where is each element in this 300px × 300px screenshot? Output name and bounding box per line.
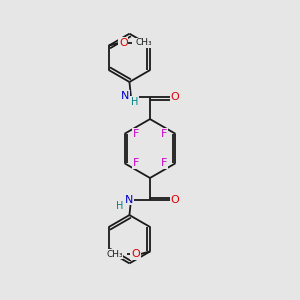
Text: H: H [116,200,123,211]
Text: N: N [121,91,129,101]
Text: O: O [119,38,128,48]
Text: CH₃: CH₃ [106,250,123,259]
Text: N: N [125,195,134,205]
Text: H: H [131,97,138,106]
Text: F: F [161,129,167,139]
Text: O: O [131,249,140,259]
Text: O: O [171,92,179,102]
Text: F: F [133,158,139,168]
Text: CH₃: CH₃ [136,38,152,47]
Text: F: F [161,158,167,168]
Text: F: F [133,129,139,139]
Text: O: O [171,196,179,206]
